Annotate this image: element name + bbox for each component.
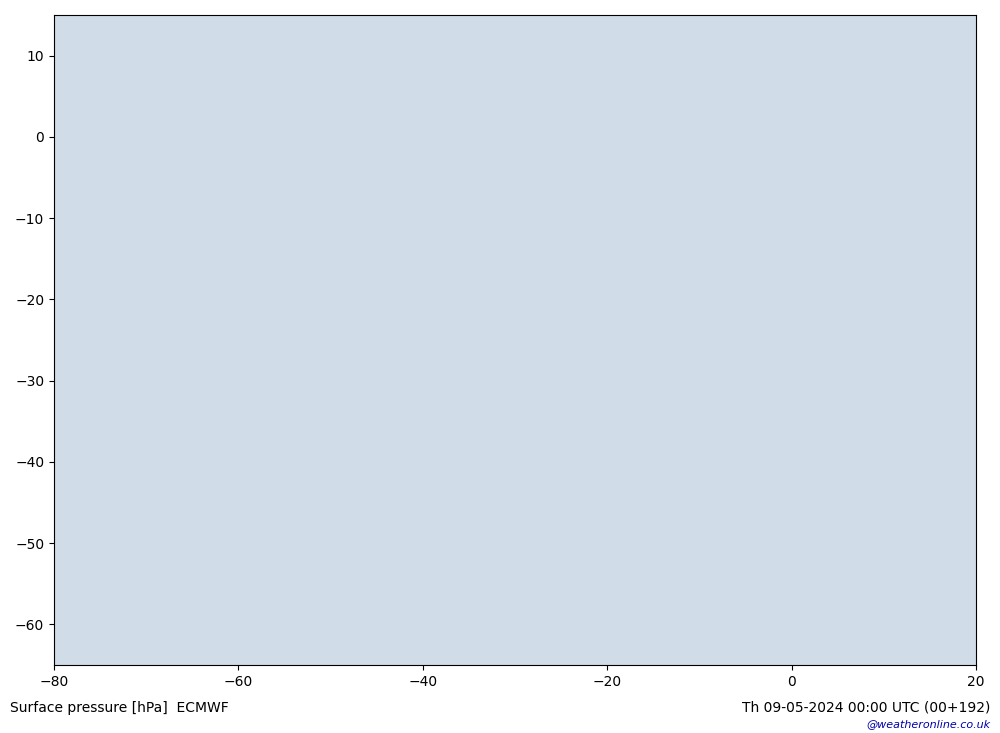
Text: @weatheronline.co.uk: @weatheronline.co.uk: [866, 719, 990, 729]
Text: Surface pressure [hPa]  ECMWF: Surface pressure [hPa] ECMWF: [10, 701, 229, 715]
Text: Th 09-05-2024 00:00 UTC (00+192): Th 09-05-2024 00:00 UTC (00+192): [742, 701, 990, 715]
